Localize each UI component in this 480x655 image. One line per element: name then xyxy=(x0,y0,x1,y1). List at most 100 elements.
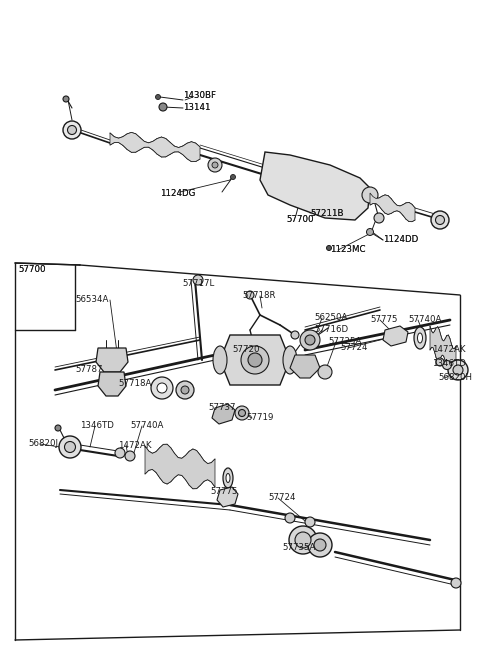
Text: 56820H: 56820H xyxy=(438,373,472,383)
Circle shape xyxy=(448,360,468,380)
Ellipse shape xyxy=(223,468,233,488)
Circle shape xyxy=(291,331,299,339)
Text: 1123MC: 1123MC xyxy=(330,246,365,255)
Circle shape xyxy=(115,448,125,458)
Text: 57735A: 57735A xyxy=(282,544,315,553)
Text: 57716D: 57716D xyxy=(314,326,348,335)
Circle shape xyxy=(443,360,452,369)
Polygon shape xyxy=(212,404,235,424)
Circle shape xyxy=(300,330,320,350)
Text: 1124DD: 1124DD xyxy=(383,236,418,244)
Circle shape xyxy=(367,229,373,236)
Circle shape xyxy=(431,211,449,229)
Circle shape xyxy=(159,103,167,111)
Text: 57700: 57700 xyxy=(18,265,46,274)
Circle shape xyxy=(212,162,218,168)
Circle shape xyxy=(230,174,236,179)
Polygon shape xyxy=(96,348,128,372)
Circle shape xyxy=(125,451,135,461)
Circle shape xyxy=(453,365,463,375)
Ellipse shape xyxy=(226,474,230,483)
Text: 57700: 57700 xyxy=(286,215,313,225)
Circle shape xyxy=(248,353,262,367)
Text: 1124DG: 1124DG xyxy=(160,189,195,198)
Ellipse shape xyxy=(418,333,422,343)
Circle shape xyxy=(157,383,167,393)
Polygon shape xyxy=(220,335,290,385)
Text: 56534A: 56534A xyxy=(75,295,108,305)
Circle shape xyxy=(285,513,295,523)
Text: 1472AK: 1472AK xyxy=(118,441,152,449)
Circle shape xyxy=(374,213,384,223)
Polygon shape xyxy=(110,132,200,162)
Text: 57211B: 57211B xyxy=(310,208,344,217)
Text: 57211B: 57211B xyxy=(310,208,344,217)
Circle shape xyxy=(107,381,117,391)
Circle shape xyxy=(235,406,249,420)
Circle shape xyxy=(55,425,61,431)
Circle shape xyxy=(156,94,160,100)
Text: 57720: 57720 xyxy=(232,345,260,354)
Text: 1124DD: 1124DD xyxy=(383,236,418,244)
Text: 56250A: 56250A xyxy=(314,314,348,322)
Polygon shape xyxy=(430,326,456,370)
Text: 57717L: 57717L xyxy=(182,280,214,288)
Circle shape xyxy=(181,386,189,394)
Circle shape xyxy=(68,126,76,134)
Text: 57700: 57700 xyxy=(18,265,46,274)
Polygon shape xyxy=(217,487,238,507)
Circle shape xyxy=(246,291,254,299)
Circle shape xyxy=(289,526,317,554)
Circle shape xyxy=(435,215,444,225)
Circle shape xyxy=(176,381,194,399)
Circle shape xyxy=(208,158,222,172)
Circle shape xyxy=(305,517,315,527)
Text: 57775: 57775 xyxy=(370,316,397,324)
Polygon shape xyxy=(145,444,215,489)
Circle shape xyxy=(116,350,124,358)
Circle shape xyxy=(193,275,203,285)
Polygon shape xyxy=(290,355,320,378)
Text: 57718A: 57718A xyxy=(118,379,151,388)
Text: 1430BF: 1430BF xyxy=(183,90,216,100)
Circle shape xyxy=(239,409,245,417)
Text: 1346TD: 1346TD xyxy=(432,360,466,369)
Text: 57724: 57724 xyxy=(268,493,296,502)
Circle shape xyxy=(314,539,326,551)
Text: 57775: 57775 xyxy=(210,487,238,496)
Text: 57787: 57787 xyxy=(75,365,103,375)
Text: 1124DG: 1124DG xyxy=(160,189,195,198)
Circle shape xyxy=(318,365,332,379)
Circle shape xyxy=(64,441,75,453)
Text: 13141: 13141 xyxy=(183,102,211,111)
Text: 1346TD: 1346TD xyxy=(80,422,114,430)
Circle shape xyxy=(63,121,81,139)
Polygon shape xyxy=(370,193,415,221)
Text: 13141: 13141 xyxy=(183,102,211,111)
Circle shape xyxy=(241,346,269,374)
Circle shape xyxy=(305,335,315,345)
Circle shape xyxy=(362,187,378,203)
Circle shape xyxy=(100,350,108,358)
Polygon shape xyxy=(98,372,126,396)
Text: 57737: 57737 xyxy=(208,403,236,413)
Text: 57724: 57724 xyxy=(340,343,368,352)
Circle shape xyxy=(63,96,69,102)
Polygon shape xyxy=(260,152,370,220)
Circle shape xyxy=(295,532,311,548)
Text: 1123MC: 1123MC xyxy=(330,246,365,255)
Circle shape xyxy=(59,436,81,458)
Circle shape xyxy=(326,246,332,250)
Ellipse shape xyxy=(213,346,227,374)
Text: 57700: 57700 xyxy=(286,215,313,225)
Text: 57740A: 57740A xyxy=(408,316,442,324)
Polygon shape xyxy=(383,326,408,346)
Circle shape xyxy=(436,358,444,366)
Text: 57740A: 57740A xyxy=(130,422,163,430)
Text: 1472AK: 1472AK xyxy=(432,345,466,354)
Text: 57718R: 57718R xyxy=(242,291,276,301)
Circle shape xyxy=(151,377,173,399)
Text: 57725A: 57725A xyxy=(328,337,361,346)
Text: 1430BF: 1430BF xyxy=(183,90,216,100)
Text: 57719: 57719 xyxy=(246,413,274,422)
